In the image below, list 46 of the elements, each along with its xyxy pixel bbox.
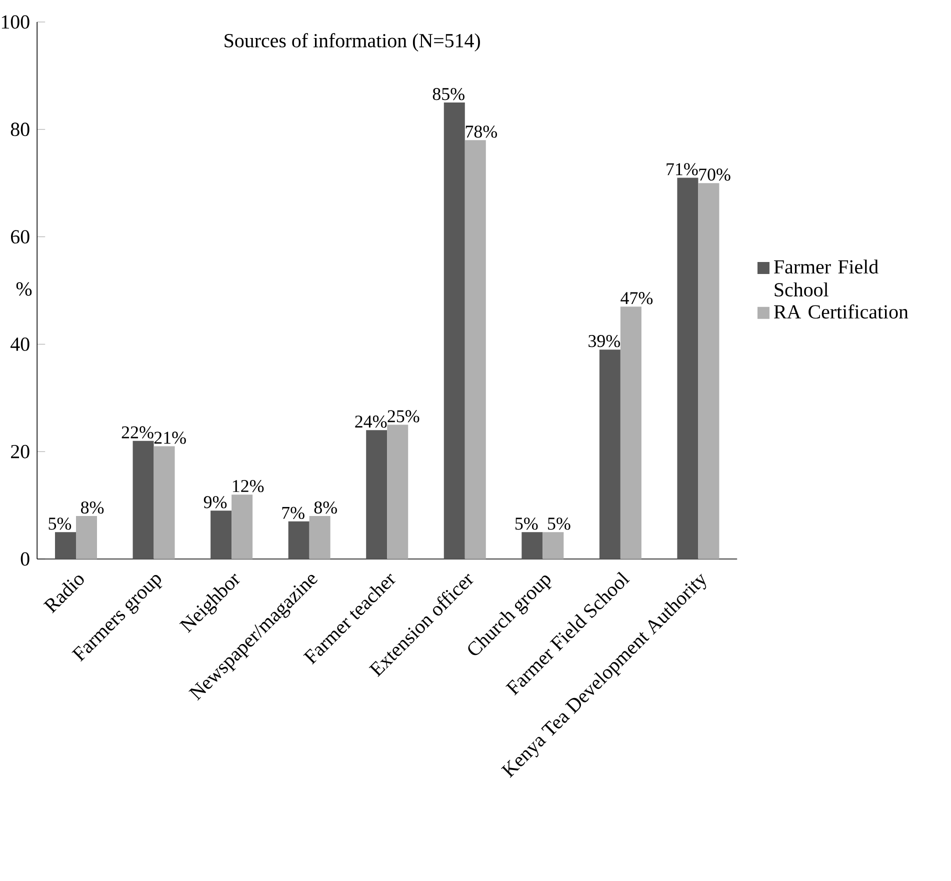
y-tick-label: 20 [11, 444, 30, 458]
data-label: 47% [620, 292, 653, 304]
data-label: 25% [388, 410, 420, 422]
y-tick-label: 100 [2, 15, 30, 29]
bar [599, 350, 620, 559]
text: Sources of information (N=514) [224, 33, 480, 52]
legend-label: Farmer Field School [774, 260, 878, 297]
bar [464, 140, 486, 559]
bar [620, 306, 642, 559]
bar [387, 424, 408, 559]
y-tick-label: 0 [20, 552, 30, 566]
y-tick-label: 60 [10, 230, 30, 244]
data-label: 85% [432, 88, 464, 100]
bar [677, 178, 698, 559]
y-tick-label: 40 [10, 337, 30, 351]
data-label: 5% [515, 518, 538, 530]
bar [288, 521, 310, 559]
bar [522, 532, 543, 559]
y-axis-title: % [16, 282, 32, 296]
data-label: 5% [548, 518, 570, 530]
data-label: 78% [466, 126, 497, 138]
data-label: 5% [48, 518, 72, 530]
bar [366, 430, 388, 559]
bar [76, 516, 97, 559]
data-label: 22% [122, 426, 154, 438]
data-label: 71% [666, 163, 698, 176]
legend-label: RA Certification [774, 304, 908, 319]
bar [210, 510, 232, 559]
bar [132, 440, 154, 559]
bar [444, 102, 465, 559]
bar [232, 494, 253, 559]
data-label: 39% [588, 334, 620, 348]
data-label: 9% [204, 496, 227, 508]
data-label: 70% [699, 168, 730, 181]
bar [698, 183, 720, 559]
data-label: 8% [81, 501, 104, 514]
data-label: 21% [154, 432, 186, 444]
bar [154, 446, 175, 559]
y-tick-label: 80 [10, 122, 30, 136]
bar [55, 532, 76, 559]
data-label: 24% [355, 416, 387, 428]
data-label: 12% [232, 480, 264, 492]
bar [309, 516, 330, 559]
bar [542, 532, 564, 559]
data-label: 8% [314, 501, 337, 514]
data-label: 7% [282, 506, 304, 520]
